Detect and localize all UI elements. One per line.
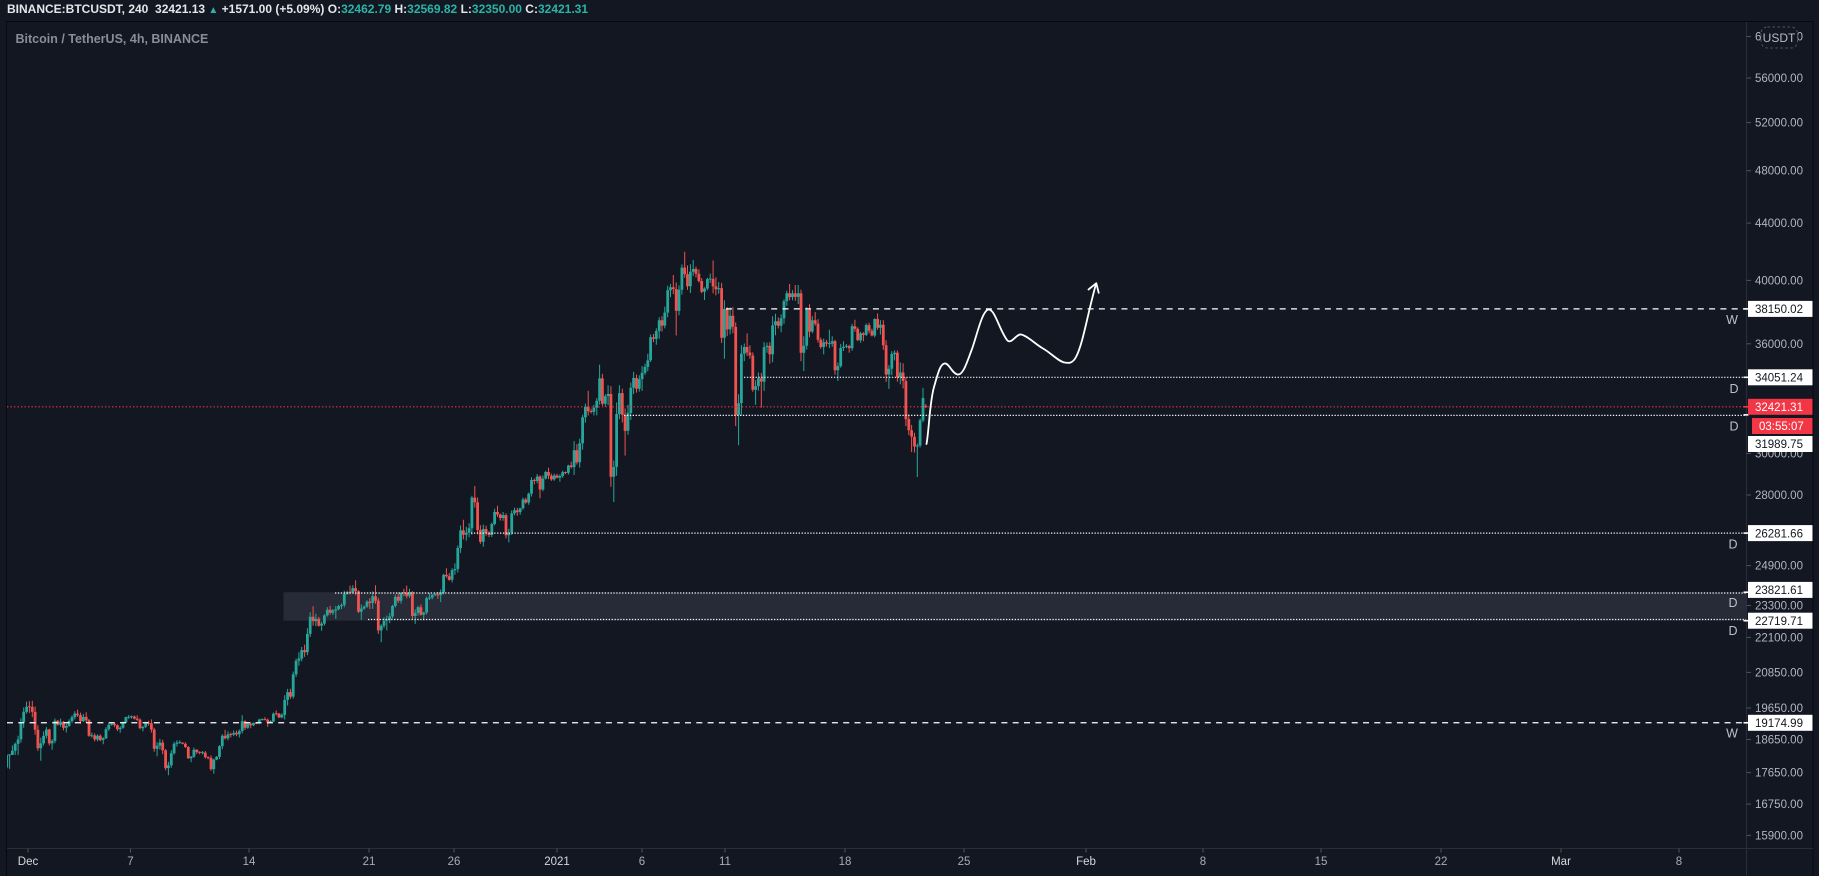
svg-text:48000.00: 48000.00 (1755, 166, 1803, 178)
svg-text:19650.00: 19650.00 (1755, 703, 1803, 715)
svg-text:26281.66: 26281.66 (1755, 528, 1803, 540)
svg-text:22: 22 (1435, 856, 1448, 868)
svg-text:USDT: USDT (1763, 31, 1796, 45)
svg-text:18: 18 (839, 856, 852, 868)
svg-text:8: 8 (1200, 856, 1206, 868)
svg-text:22100.00: 22100.00 (1755, 632, 1803, 644)
svg-text:7: 7 (127, 856, 133, 868)
svg-text:40000.00: 40000.00 (1755, 275, 1803, 287)
svg-text:15: 15 (1315, 856, 1328, 868)
svg-text:26: 26 (448, 856, 461, 868)
svg-text:D: D (1729, 382, 1738, 396)
svg-text:31989.75: 31989.75 (1755, 439, 1803, 451)
svg-text:W: W (1726, 726, 1738, 740)
svg-text:11: 11 (719, 856, 731, 868)
svg-text:28000.00: 28000.00 (1755, 490, 1803, 502)
svg-text:56000.00: 56000.00 (1755, 73, 1803, 85)
svg-text:Mar: Mar (1551, 856, 1571, 868)
svg-text:20850.00: 20850.00 (1755, 667, 1803, 679)
svg-text:Dec: Dec (18, 856, 39, 868)
svg-text:16750.00: 16750.00 (1755, 799, 1803, 811)
svg-text:34051.24: 34051.24 (1755, 373, 1804, 385)
svg-text:D: D (1728, 596, 1737, 610)
svg-text:22719.71: 22719.71 (1755, 616, 1803, 628)
svg-text:03:55:07: 03:55:07 (1759, 421, 1804, 433)
svg-text:14: 14 (243, 856, 256, 868)
svg-text:2021: 2021 (544, 856, 570, 868)
svg-text:17650.00: 17650.00 (1755, 768, 1803, 780)
svg-text:18650.00: 18650.00 (1755, 735, 1803, 747)
svg-text:21: 21 (363, 856, 376, 868)
svg-text:19174.99: 19174.99 (1755, 718, 1803, 730)
svg-text:D: D (1728, 538, 1737, 552)
svg-text:D: D (1728, 624, 1737, 638)
svg-text:36000.00: 36000.00 (1755, 339, 1803, 351)
svg-text:15900.00: 15900.00 (1755, 830, 1803, 842)
svg-text:25: 25 (958, 856, 971, 868)
svg-text:8: 8 (1676, 856, 1682, 868)
svg-text:Feb: Feb (1076, 856, 1096, 868)
svg-text:W: W (1726, 313, 1738, 327)
svg-text:23300.00: 23300.00 (1755, 601, 1803, 613)
svg-text:23821.61: 23821.61 (1755, 585, 1803, 597)
svg-text:44000.00: 44000.00 (1755, 218, 1803, 230)
svg-text:D: D (1729, 419, 1738, 433)
svg-text:38150.02: 38150.02 (1755, 304, 1803, 316)
svg-text:24900.00: 24900.00 (1755, 561, 1803, 573)
svg-text:32421.31: 32421.31 (1755, 402, 1803, 414)
svg-text:6: 6 (639, 856, 645, 868)
svg-text:52000.00: 52000.00 (1755, 118, 1803, 130)
